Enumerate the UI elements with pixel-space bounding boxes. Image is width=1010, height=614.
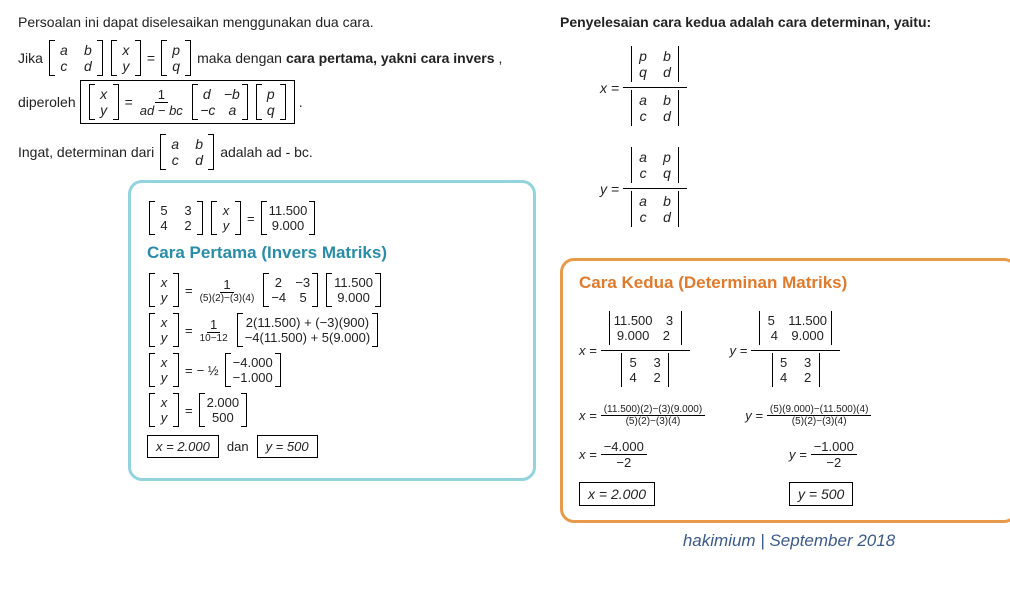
orange-results: x = 2.000 y = 500 — [579, 482, 999, 506]
orange-card-title: Cara Kedua (Determinan Matriks) — [579, 273, 999, 293]
matrix-a: ab cd — [49, 40, 103, 76]
ingat-label: Ingat, determinan dari — [18, 144, 154, 160]
intro-text: Persoalan ini dapat diselesaikan menggun… — [18, 14, 536, 30]
det-expand-row: x = (11.500)(2)−(3)(9.000)(5)(2)−(3)(4) … — [579, 398, 999, 433]
second-method-header: Penyelesaian cara kedua adalah cara dete… — [560, 14, 1010, 30]
y-result-orange: y = 500 — [789, 482, 853, 506]
diperoleh-label: diperoleh — [18, 94, 76, 110]
diperoleh-line: diperoleh xy = 1 ad − bc d−b −ca pq — [18, 80, 536, 124]
x-result-blue: x = 2.000 — [147, 435, 219, 458]
matrix-p: p q — [161, 40, 191, 76]
cara-pertama-inline: cara pertama, yakni cara invers — [286, 50, 495, 66]
orange-card: Cara Kedua (Determinan Matriks) x = 11.5… — [560, 258, 1010, 523]
inverse-formula-box: xy = 1 ad − bc d−b −ca pq — [80, 80, 295, 124]
numeric-system: 53 42 xy = 11.5009.000 — [147, 201, 517, 235]
blue-results: x = 2.000 dan y = 500 — [147, 435, 517, 458]
y-det-formula: y = ap cq ab cd — [600, 145, 1010, 232]
right-column: Penyelesaian cara kedua adalah cara dete… — [560, 14, 1010, 551]
maka-label: maka dengan — [197, 50, 282, 66]
one-over-adbc: 1 ad − bc — [137, 87, 186, 118]
ingat-line: Ingat, determinan dari ab cd adalah ad -… — [18, 134, 536, 170]
step4: xy = 2.000 500 — [147, 393, 517, 427]
x-result-orange: x = 2.000 — [579, 482, 655, 506]
step2: xy = 110−12 2(11.500) + (−3)(900) −4(11.… — [147, 313, 517, 347]
blue-card: 53 42 xy = 11.5009.000 Cara Pertama (Inv… — [128, 180, 536, 481]
step1: xy = 1(5)(2)−(3)(4) 2−3 −45 11.5009.000 — [147, 273, 517, 307]
adalah-label: adalah ad - bc. — [220, 144, 313, 160]
x-det-formula: x = pb qd ab cd — [600, 44, 1010, 131]
step3: xy = − ½ −4.000 −1.000 — [147, 353, 517, 387]
det-simplify-row: x = −4.000−2 y = −1.000−2 — [579, 433, 999, 476]
matrix-x: x y — [111, 40, 141, 76]
blue-card-title: Cara Pertama (Invers Matriks) — [147, 243, 517, 263]
left-column: Persoalan ini dapat diselesaikan menggun… — [18, 14, 536, 551]
y-result-blue: y = 500 — [257, 435, 318, 458]
det-numeric-row: x = 11.5003 9.0002 53 42 y = — [579, 303, 999, 398]
jika-line: Jika ab cd x y = p — [18, 40, 536, 76]
jika-label: Jika — [18, 50, 43, 66]
credit-text: hakimium | September 2018 — [560, 531, 1010, 551]
